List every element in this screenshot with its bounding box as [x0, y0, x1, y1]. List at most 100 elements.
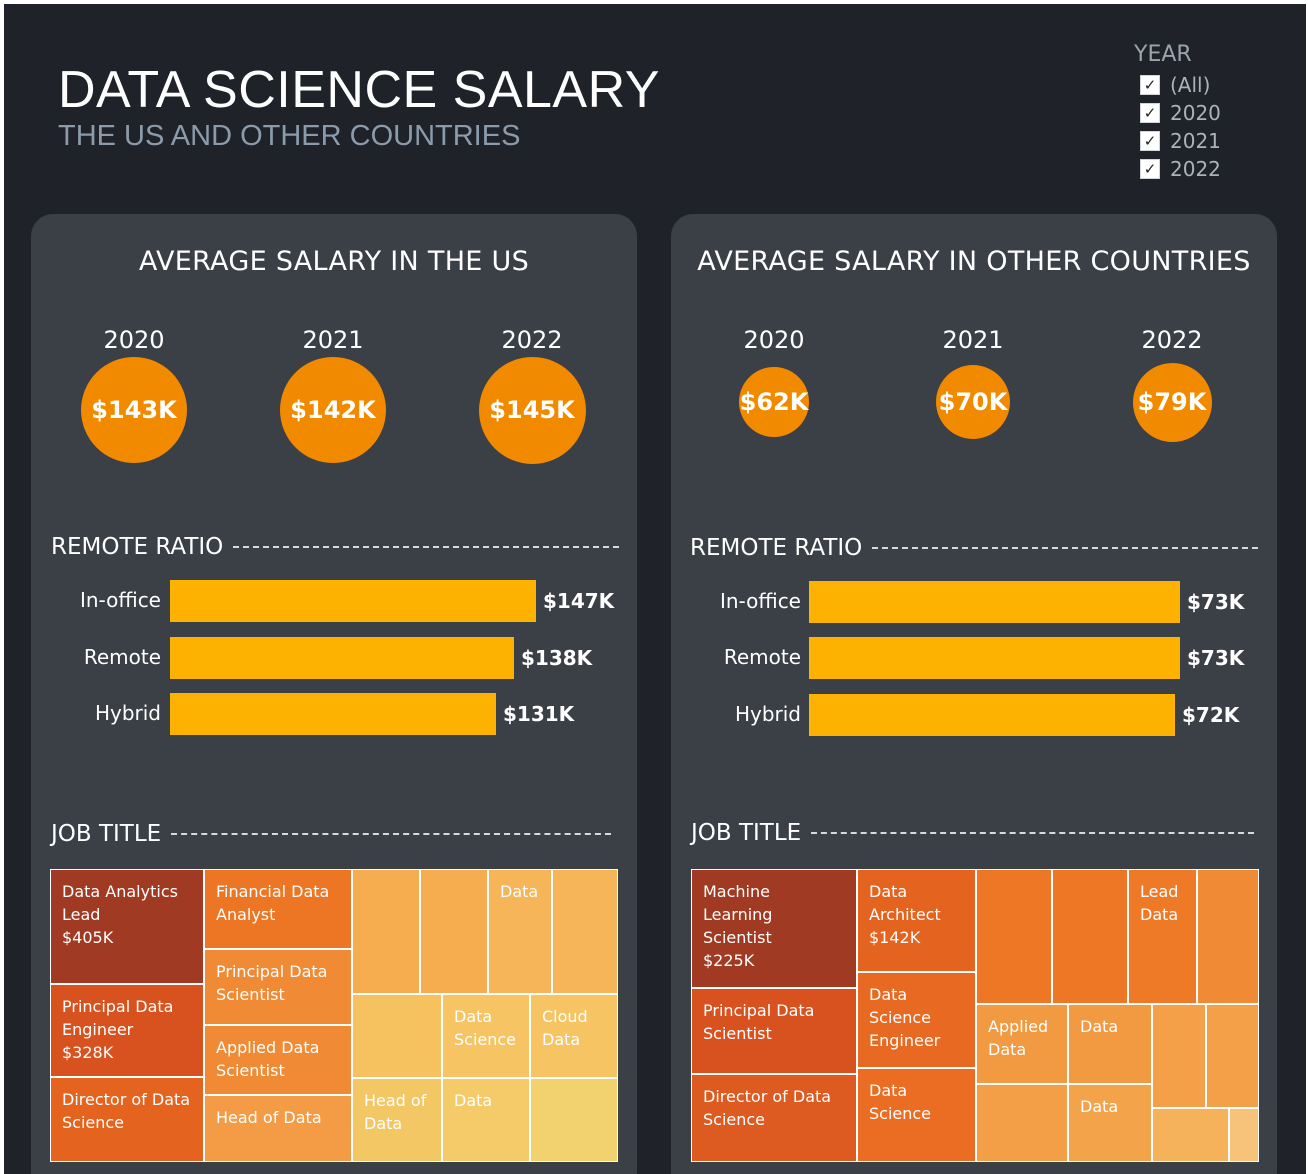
- treemap-cell: Data Science: [442, 994, 530, 1078]
- treemap-cell-label: Scientist: [216, 985, 285, 1004]
- treemap-cell: Data: [488, 869, 552, 994]
- remote-ratio-value: $73K: [1187, 590, 1245, 614]
- remote-ratio-label: In-office: [79, 588, 161, 612]
- treemap-cell-label: $328K: [62, 1043, 114, 1062]
- treemap-cell-label: Principal Data: [62, 997, 174, 1016]
- us-salary-panel: AVERAGE SALARY IN THE US 2020 $143K 2021 $1…: [31, 214, 637, 1174]
- year-label: 2022: [1141, 326, 1203, 354]
- job-title-title: JOB TITLE: [51, 821, 162, 847]
- remote-ratio-label: Hybrid: [94, 701, 161, 725]
- treemap-cell-label: Engineer: [62, 1020, 134, 1039]
- treemap-cell-label: Data: [1080, 1017, 1119, 1036]
- treemap-cell: [420, 869, 488, 994]
- remote-ratio-value: $138K: [521, 646, 593, 670]
- average-salary-bubble: $79K: [1132, 362, 1212, 442]
- treemap-cell: Data Science: [857, 1068, 976, 1162]
- treemap-cell-label: Director of Data: [62, 1090, 191, 1109]
- treemap-cell-label: Principal Data: [703, 1001, 815, 1020]
- treemap-cell: Data: [442, 1078, 530, 1162]
- year-filter-option-2022[interactable]: ✓ 2022: [1140, 155, 1221, 183]
- remote-ratio-bar: [809, 694, 1175, 736]
- treemap-cell-label: Science: [703, 1110, 766, 1129]
- other-countries-salary-panel: AVERAGE SALARY IN OTHER COUNTRIES 2020 $6…: [671, 214, 1277, 1174]
- treemap-cell: Lead Data: [1128, 869, 1197, 1004]
- remote-ratio-title: REMOTE RATIO: [690, 535, 863, 561]
- treemap-cell-label: Data: [869, 985, 908, 1004]
- treemap-cell: Principal Data Scientist: [691, 988, 857, 1074]
- treemap-cell: [1052, 869, 1128, 1004]
- treemap-cell: [552, 869, 618, 994]
- treemap-cell-label: Architect: [869, 905, 941, 924]
- remote-ratio-header: REMOTE RATIO: [690, 535, 1259, 561]
- treemap-cell-label: Data: [988, 1040, 1027, 1059]
- treemap-cell: [352, 994, 442, 1078]
- treemap-cell: Principal Data Engineer $328K: [50, 984, 204, 1077]
- average-salary-bubble: $62K: [739, 367, 809, 437]
- year-filter-option-all[interactable]: ✓ (All): [1140, 71, 1221, 99]
- year-label: 2020: [743, 326, 805, 354]
- treemap-cell-label: Cloud: [542, 1007, 588, 1026]
- treemap-cell: Data: [1068, 1004, 1152, 1084]
- treemap-cell-label: Principal Data: [216, 962, 328, 981]
- treemap-cell: [976, 1084, 1068, 1162]
- treemap-cell-label: Data: [364, 1114, 403, 1133]
- remote-ratio-label: Remote: [83, 645, 161, 669]
- treemap-cell-label: $142K: [869, 928, 921, 947]
- year-filter-option-2020[interactable]: ✓ 2020: [1140, 99, 1221, 127]
- treemap-cell: [976, 869, 1052, 1004]
- treemap-cell: [1206, 1004, 1259, 1108]
- year-filter-option-label: (All): [1170, 73, 1211, 97]
- treemap-cell-label: Data: [500, 882, 539, 901]
- year-label: 2021: [302, 326, 364, 354]
- average-salary-bubble: $70K: [936, 365, 1010, 439]
- remote-ratio-bar: [170, 580, 536, 622]
- average-salary-bubble: $142K: [280, 357, 386, 463]
- section-divider: [171, 833, 612, 835]
- treemap-cell-label: $225K: [703, 951, 755, 970]
- job-title-header: JOB TITLE: [691, 820, 1255, 846]
- section-divider: [233, 546, 620, 548]
- year-filter-option-2021[interactable]: ✓ 2021: [1140, 127, 1221, 155]
- treemap-cell: [1152, 1004, 1206, 1108]
- remote-ratio-value: $72K: [1182, 703, 1240, 727]
- treemap-cell-label: Applied Data: [216, 1038, 320, 1057]
- treemap-cell: Applied Data Scientist: [204, 1025, 352, 1095]
- treemap-cell-label: Director of Data: [703, 1087, 832, 1106]
- remote-ratio-label: In-office: [719, 589, 801, 613]
- treemap-cell-label: Head of Data: [216, 1108, 322, 1127]
- remote-ratio-value: $147K: [543, 589, 615, 613]
- year-filter-label: YEAR: [1134, 42, 1192, 67]
- treemap-cell: [1152, 1108, 1229, 1162]
- remote-ratio-bar: [809, 581, 1180, 623]
- dashboard: DATA SCIENCE SALARY THE US AND OTHER COU…: [4, 4, 1306, 1174]
- average-salary-bubble: $143K: [81, 357, 187, 463]
- treemap-cell-label: Science: [62, 1113, 125, 1132]
- year-label: 2020: [103, 326, 165, 354]
- year-filter: YEAR ✓ (All) ✓ 2020 ✓ 2021 ✓ 2022: [1134, 42, 1221, 183]
- treemap-cell-label: Data: [542, 1030, 581, 1049]
- year-label: 2021: [942, 326, 1004, 354]
- treemap-cell: [1229, 1108, 1259, 1162]
- treemap-cell-label: Applied: [988, 1017, 1049, 1036]
- treemap-cell: Director of Data Science: [50, 1077, 204, 1162]
- treemap-cell-label: Data: [869, 1081, 908, 1100]
- checkbox-icon[interactable]: ✓: [1140, 131, 1160, 151]
- remote-ratio-bar: [170, 693, 496, 735]
- remote-ratio-title: REMOTE RATIO: [51, 534, 224, 560]
- page-title: DATA SCIENCE SALARY: [58, 61, 660, 119]
- average-salary-bubble: $145K: [478, 356, 586, 464]
- checkbox-icon[interactable]: ✓: [1140, 103, 1160, 123]
- treemap-cell-label: Lead: [62, 905, 101, 924]
- year-filter-option-label: 2020: [1170, 101, 1221, 125]
- job-title-header: JOB TITLE: [51, 821, 612, 847]
- remote-ratio-value: $73K: [1187, 646, 1245, 670]
- treemap-cell: Director of Data Science: [691, 1074, 857, 1162]
- treemap-cell: Data Analytics Lead $405K: [50, 869, 204, 984]
- treemap-cell-label: $405K: [62, 928, 114, 947]
- checkbox-icon[interactable]: ✓: [1140, 159, 1160, 179]
- checkbox-icon[interactable]: ✓: [1140, 75, 1160, 95]
- treemap-cell-label: Data Analytics: [62, 882, 178, 901]
- remote-ratio-header: REMOTE RATIO: [51, 534, 620, 560]
- job-title-treemap: Data Analytics Lead $405K Principal Data Eng…: [50, 869, 618, 1162]
- section-divider: [872, 547, 1259, 549]
